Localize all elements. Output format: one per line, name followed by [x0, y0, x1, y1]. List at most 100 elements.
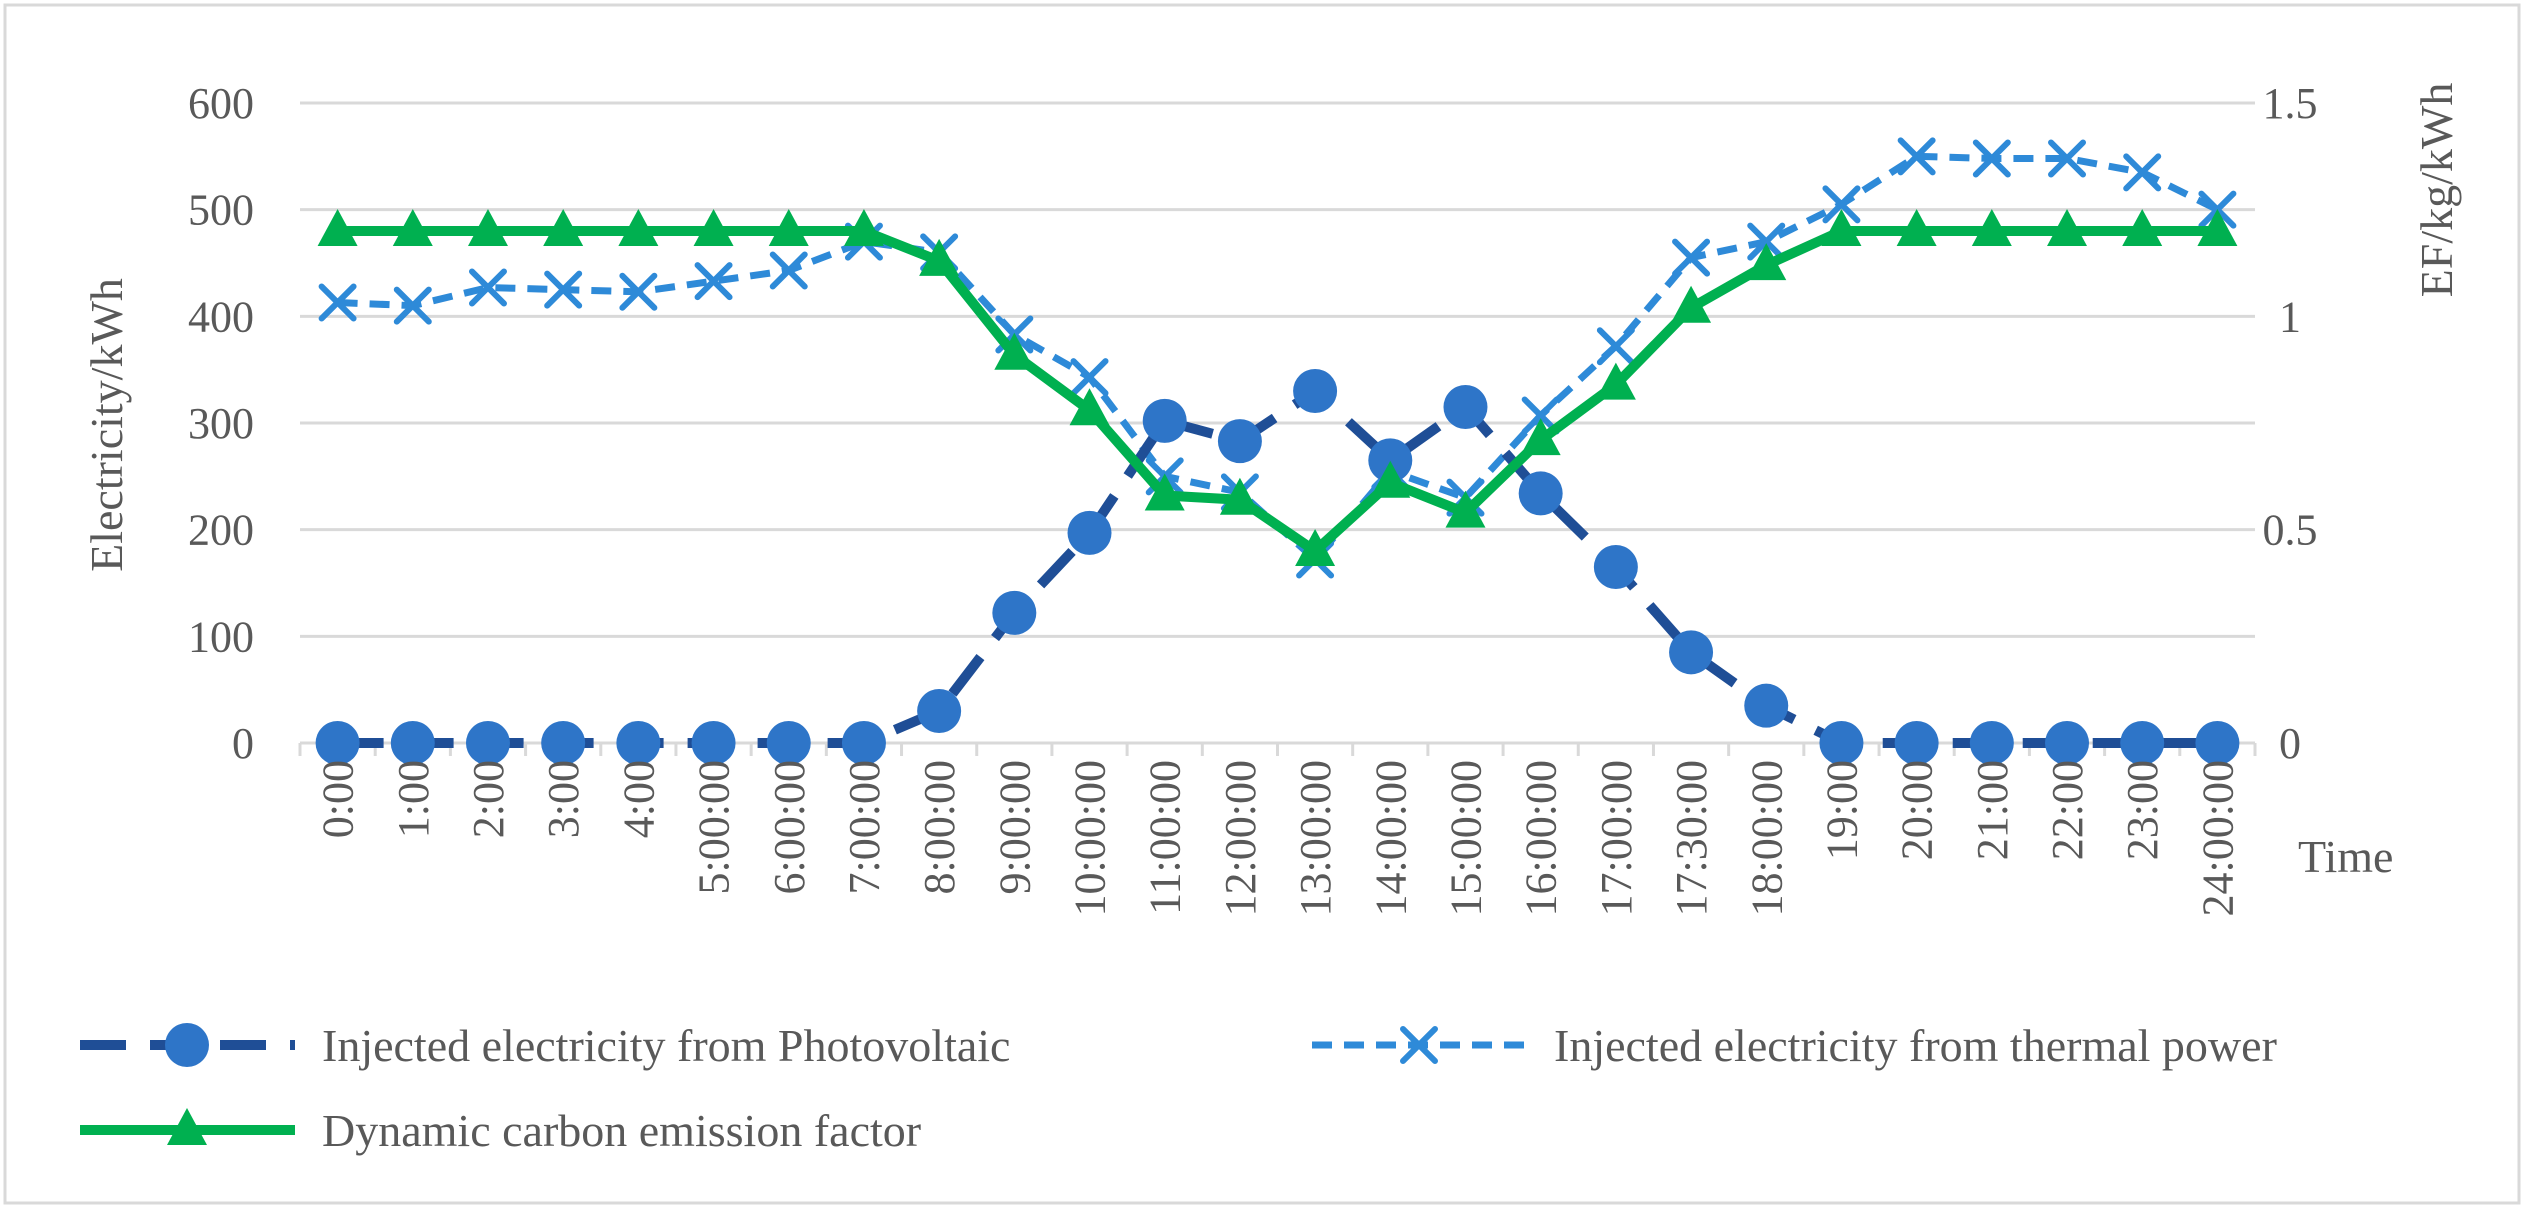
- data-point-ef: [693, 209, 734, 246]
- x-tick-label: 7:00:00: [840, 760, 889, 894]
- x-tick-label: 6:00:00: [765, 760, 814, 894]
- x-tick-label: 17:00:00: [1592, 760, 1641, 916]
- data-point-pv: [766, 721, 811, 765]
- data-point-pv: [691, 721, 736, 765]
- x-tick-label: 18:00:00: [1742, 760, 1791, 916]
- x-tick-label: 12:00:00: [1216, 760, 1265, 916]
- y2-tick-label: 1: [2279, 292, 2301, 341]
- data-point-pv: [1894, 721, 1939, 765]
- y-tick-label: 100: [188, 612, 254, 661]
- x-tick-label: 13:00:00: [1291, 760, 1340, 916]
- data-point-pv: [1443, 385, 1488, 429]
- y2-axis-title: EF/kg/kWh: [2411, 83, 2462, 298]
- data-point-ef: [2122, 209, 2163, 246]
- legend-item-ef: Dynamic carbon emission factor: [80, 1105, 921, 1156]
- data-point-pv: [841, 721, 886, 765]
- data-point-ef: [1821, 209, 1862, 246]
- data-point-ef: [1219, 477, 1260, 515]
- legend-label-ef: Dynamic carbon emission factor: [322, 1105, 921, 1156]
- data-point-ef: [994, 332, 1035, 370]
- data-point-pv: [315, 721, 360, 765]
- legend: Injected electricity from Photovoltaic In…: [80, 1020, 2277, 1156]
- x-tick-label: 17:30:00: [1667, 760, 1716, 916]
- data-point-thermal: [769, 251, 808, 290]
- data-point-thermal: [1596, 327, 1635, 366]
- y-tick-label: 600: [188, 79, 254, 128]
- data-point-pv: [992, 590, 1037, 635]
- x-tick-label: 8:00:00: [915, 760, 964, 894]
- data-point-thermal: [2123, 153, 2162, 192]
- x-axis-title: Time: [2298, 831, 2393, 882]
- y-tick-label: 0: [232, 719, 254, 768]
- data-point-ef: [1069, 388, 1110, 426]
- data-point-thermal: [544, 270, 583, 309]
- series-ef: [317, 209, 2238, 566]
- labels-layer: 0 100 200 300 400 500 600 0 0.5 1 1.5 0:00 1:00 2:00 3…: [188, 79, 2318, 916]
- x-tick-label: 11:00:00: [1141, 760, 1190, 915]
- y2-tick-label: 0: [2279, 719, 2301, 768]
- x-tick-label: 5:00:00: [690, 760, 739, 894]
- data-point-ef: [618, 209, 659, 246]
- data-point-thermal: [2048, 139, 2087, 178]
- data-point-pv: [2195, 721, 2240, 765]
- y-tick-label: 200: [188, 506, 254, 555]
- data-point-ef: [543, 209, 584, 246]
- data-point-ef: [1295, 529, 1336, 566]
- data-point-ef: [1671, 285, 1712, 323]
- data-point-thermal: [1070, 358, 1109, 397]
- x-tick-label: 3:00: [539, 760, 588, 838]
- x-tick-label: 23:00: [2118, 760, 2167, 860]
- data-point-ef: [1370, 460, 1411, 498]
- data-point-pv: [1067, 510, 1112, 555]
- x-tick-label: 1:00: [389, 760, 438, 838]
- data-point-thermal: [619, 272, 658, 311]
- data-point-ef: [2047, 209, 2088, 246]
- data-point-pv: [1142, 398, 1187, 443]
- data-point-thermal: [1822, 185, 1861, 224]
- y2-tick-label: 0.5: [2263, 506, 2318, 555]
- data-point-ef: [768, 209, 809, 246]
- y-tick-label: 400: [188, 292, 254, 341]
- data-point-ef: [1144, 473, 1185, 511]
- y-tick-label: 300: [188, 399, 254, 448]
- data-point-pv: [1593, 545, 1638, 589]
- data-point-pv: [2120, 721, 2165, 765]
- legend-label-pv: Injected electricity from Photovoltaic: [322, 1020, 1010, 1071]
- data-point-ef: [2197, 209, 2238, 246]
- data-point-ef: [1746, 243, 1787, 281]
- x-tick-label: 20:00: [1893, 760, 1942, 860]
- data-point-pv: [390, 721, 435, 765]
- data-point-thermal: [468, 268, 507, 307]
- data-point-ef: [1896, 209, 1937, 246]
- data-point-pv: [1969, 721, 2014, 765]
- x-tick-label: 16:00:00: [1517, 760, 1566, 916]
- data-point-pv: [541, 721, 586, 765]
- legend-label-thermal: Injected electricity from thermal power: [1554, 1020, 2277, 1071]
- data-point-thermal: [1672, 238, 1711, 277]
- x-tick-label: 24:00:00: [2193, 760, 2242, 916]
- data-point-pv: [1819, 721, 1864, 765]
- legend-marker-ef: [167, 1108, 207, 1145]
- x-tick-label: 0:00: [314, 760, 363, 838]
- data-point-thermal: [694, 262, 733, 301]
- data-point-pv: [1744, 683, 1789, 728]
- data-point-ef: [467, 209, 508, 246]
- data-point-pv: [465, 721, 510, 765]
- gridlines: [300, 101, 2255, 638]
- data-point-pv: [1669, 630, 1714, 675]
- legend-marker-thermal: [1400, 1026, 1438, 1064]
- legend-marker-pv: [165, 1023, 209, 1067]
- x-tick-label: 14:00:00: [1366, 760, 1415, 916]
- data-point-ef: [317, 209, 358, 246]
- data-point-ef: [843, 209, 884, 246]
- data-point-pv: [1217, 419, 1262, 464]
- series-pv: [315, 369, 2240, 765]
- legend-item-pv: Injected electricity from Photovoltaic: [80, 1020, 1010, 1071]
- data-point-thermal: [318, 283, 357, 322]
- data-point-ef: [1520, 418, 1561, 456]
- data-point-pv: [1293, 369, 1338, 413]
- x-tick-label: 21:00: [1968, 760, 2017, 860]
- x-tick-label: 2:00: [464, 760, 513, 838]
